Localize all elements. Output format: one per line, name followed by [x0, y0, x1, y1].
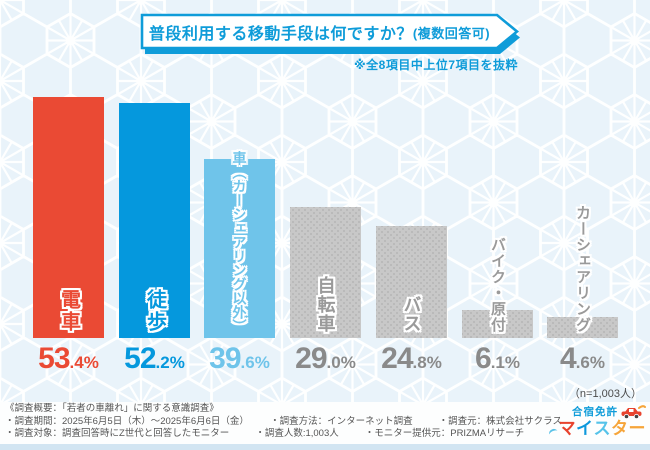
bar-value: 53.4%	[38, 342, 99, 375]
footer-segment: ・調査人数:1,003人	[255, 428, 339, 439]
logo-letter: ス	[593, 419, 611, 438]
car-icon	[621, 405, 646, 419]
footer-line: 《調査概要：「若者の車離れ」に関する意識調査》	[5, 403, 562, 416]
bar-label-wrap: バス	[376, 295, 447, 333]
footer-segment: ・調査方法：インターネット調査	[270, 415, 413, 427]
bar-label: バイク・原付	[489, 237, 506, 333]
page-title-paren: (複数回答可)	[412, 25, 491, 41]
bar-label: バス	[401, 295, 422, 333]
logo-letter: イ	[576, 419, 594, 438]
bar-value: 29.0%	[295, 342, 356, 375]
footer-segment: ・モニター提供元：PRIZMAリサーチ	[364, 428, 525, 439]
footer-segment: ・調査対象：調査回答時にZ世代と回答したモニター	[5, 428, 230, 439]
brand-logo-top-row: 合宿免許	[546, 404, 646, 419]
bar-label: カーシェアリング	[574, 205, 591, 333]
brand-logo: 合宿免許 マイスター	[546, 404, 646, 439]
brand-logo-name: 合宿免許	[572, 406, 618, 418]
bar-value: 52.2%	[124, 342, 185, 375]
sample-size-note: （n=1,003人）	[568, 388, 642, 400]
bar-label-wrap: 電車	[33, 289, 104, 333]
footer-line: ・調査期間：2025年6月5日（木）～2025年6月6日（金） ・調査方法：インタ…	[5, 416, 562, 429]
page-title: 普段利用する移動手段は何ですか？ (複数回答可)	[142, 21, 497, 44]
bar-2	[204, 159, 275, 338]
footer-line: ・調査対象：調査回答時にZ世代と回答したモニター ・調査人数:1,003人 ・モニタ…	[5, 428, 562, 441]
bar-5	[462, 310, 533, 338]
title-banner-shape	[140, 13, 520, 54]
subtitle-note: ※全8項目中上位7項目を抜粋	[353, 58, 518, 72]
bar-label-wrap: 徒歩	[119, 289, 190, 333]
bar-0	[33, 97, 104, 338]
bar-label-wrap: 自転車	[290, 276, 361, 333]
footer-segment: 《調査概要：「若者の車離れ」に関する意識調査》	[5, 403, 219, 414]
survey-footer: 《調査概要：「若者の車離れ」に関する意識調査》 ・調査期間：2025年6月5日（木…	[0, 402, 650, 450]
bar-value: 4.6%	[560, 342, 605, 375]
swoosh-icon	[547, 427, 559, 439]
page-title-main: 普段利用する移動手段は何ですか？	[148, 26, 413, 43]
bar-label-wrap: バイク・原付	[462, 237, 533, 333]
bar-1	[119, 103, 190, 338]
logo-letter: ー	[628, 419, 646, 438]
bar-4	[376, 226, 447, 338]
bar-label: 徒歩	[143, 289, 166, 333]
bar-label-wrap: カーシェアリング	[547, 205, 618, 333]
bar-label: 車（カーシェアリング以外）	[231, 151, 248, 333]
bar-value: 24.8%	[381, 342, 442, 375]
bar-label: 電車	[57, 289, 80, 333]
bar-label-wrap: 車（カーシェアリング以外）	[204, 151, 275, 333]
bar-6	[547, 317, 618, 338]
bar-value: 6.1%	[475, 342, 520, 375]
bottom-edge-strip	[0, 444, 650, 450]
footer-segment: ・調査元：株式会社サクラス	[438, 415, 562, 427]
bar-value: 39.6%	[209, 342, 270, 375]
brand-logo-wordmark: マイスター	[546, 419, 646, 439]
bar-label: 自転車	[315, 276, 336, 333]
survey-footer-text: 《調査概要：「若者の車離れ」に関する意識調査》 ・調査期間：2025年6月5日（木…	[5, 403, 562, 441]
logo-letter: マ	[558, 419, 576, 438]
logo-letter: タ	[611, 419, 629, 438]
bar-3	[290, 207, 361, 338]
footer-segment: ・調査期間：2025年6月5日（木）～2025年6月6日（金）	[5, 415, 245, 427]
